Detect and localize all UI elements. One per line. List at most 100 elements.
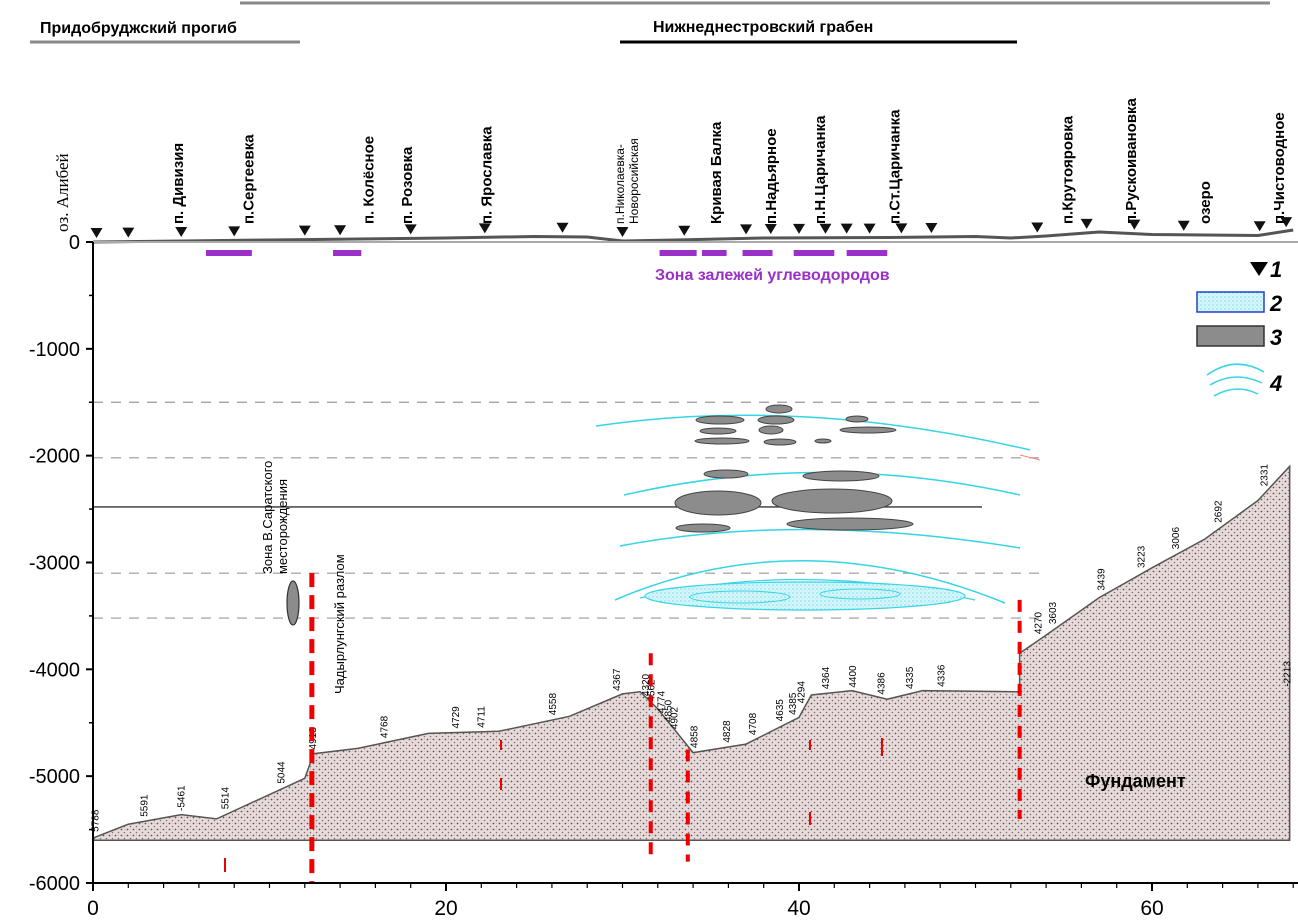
settlement-label: п.Сергеевка [240,134,257,224]
legend: 1 2 3 4 [1196,257,1283,397]
deposit-lens [675,523,731,533]
deposit-lens [757,415,795,425]
cyan-lens [644,581,966,611]
settlement-label: п.Чистоводное [1271,112,1288,224]
depth-label: 4320 [641,673,652,696]
depth-label: 4400 [848,665,859,688]
deposit-lens [694,437,750,445]
depth-label: 4828 [722,720,733,743]
x-tick-label: 60 [1140,897,1163,920]
y-tick-label: -2000 [29,446,80,468]
station-marker-icon [863,223,876,234]
depth-label: 5044 [276,761,287,784]
station-marker-icon [1031,222,1044,233]
depth-label: 4294 [797,681,808,704]
legend-sandstone-icon [1196,291,1265,313]
depth-label: 3223 [1137,545,1148,568]
settlement-label: п.Рускоивановка [1123,97,1140,224]
station-marker-icon [1080,218,1093,229]
depth-label: -5461 [176,785,187,811]
station-marker-icon [334,225,347,236]
legend-station-icon [1250,262,1268,276]
station-marker-icon [819,223,832,234]
depth-label: 5591 [139,794,150,817]
settlement-label: п.Надьярное [763,128,780,224]
depth-label: 4562 [647,679,658,702]
depth-label: 5788 [91,809,102,832]
station-marker-icon [616,227,629,237]
station-marker-icon [478,223,491,234]
station-marker-icon [1177,220,1190,231]
settlement-label: Новоросийская [627,138,641,224]
deposit-lens [839,426,897,434]
legend-isoline-icon [1213,388,1259,397]
depth-label: 3439 [1097,568,1108,591]
legend-label-3: 3 [1270,325,1282,350]
legend-deposit-icon [1196,325,1265,347]
depth-label: 4768 [379,715,390,738]
station-marker-icon [1280,217,1293,228]
depth-label: 4774 [657,690,668,713]
depth-label: 4335 [905,666,916,689]
station-marker-icon [678,225,691,236]
settlement-label: п. Колёсное [360,136,377,224]
station-marker-icon [793,223,805,234]
fault-label: Чадырлунгский разлом [332,554,347,694]
station-marker-icon [298,225,311,236]
deposit-lens [786,517,914,531]
y-tick-label: -5000 [29,766,80,788]
deposit-lens [695,415,745,425]
deposit-lens [758,425,784,435]
settlement-label: п.Крутояровка [1059,115,1076,224]
depth-label: 4635 [775,699,786,722]
deposit-lens [703,469,749,479]
station-marker-icon [764,223,777,234]
region-label-pridobrudzhsky: Придобруджский прогиб [40,20,237,37]
station-marker-icon [90,227,103,238]
settlement-label: п. Ярославка [479,126,496,224]
station-marker-icon [122,227,135,238]
lake-label: оз. Алибей [53,153,72,232]
deposit-lens [763,438,797,446]
settlement-label: п. Розовка [399,146,416,224]
y-tick-label: -3000 [29,552,80,574]
settlement-label: Кривая Балка [708,121,725,224]
deposit-lens [802,470,880,482]
legend-label-1: 1 [1270,257,1282,282]
station-marker-icon [1253,221,1266,232]
x-tick-label: 40 [787,897,810,920]
x-tick-label: 20 [434,897,457,920]
y-tick-label: -1000 [29,339,80,361]
isoline [614,560,1006,604]
depth-label: 4711 [476,706,487,728]
deposit-structure [595,404,1041,611]
depth-label: 2692 [1214,500,1225,523]
edge-mark [1019,454,1041,461]
settlement-label: п.Ст.Царичанка [886,109,903,224]
settlement-label: п.Н.Царичанка [812,115,829,224]
station-marker-icon [840,223,853,234]
legend-isoline-icon [1206,363,1265,376]
deposit-lens [771,488,893,514]
cyan-lens-inner [819,588,901,600]
deposit-lens [674,490,762,516]
settlement-label: озеро [1197,181,1214,224]
station-marker-icon [556,222,569,233]
y-tick-label: 0 [69,232,80,254]
y-tick-label: -4000 [29,659,80,681]
saratskoe-label-1: Зона В.Саратского [260,461,275,574]
station-marker-icon [404,224,417,235]
settlement-label: п.Николаевка- [613,144,627,224]
y-ticks: 0 -1000 -2000 -3000 -4000 -5000 -6000 [29,232,93,895]
saratskoe-deposit [286,580,300,626]
depth-label: 4902 [669,706,680,729]
x-ticks: 0 20 40 60 [87,883,1294,920]
legend-isoline-icon [1209,376,1263,386]
depth-label: 5514 [221,787,232,810]
legend-label-4: 4 [1269,371,1282,396]
region-label-nizhnednestrovsky: Нижнеднестровский грабен [653,19,873,36]
depth-label: 4708 [748,712,759,735]
depth-label: 4364 [821,666,832,689]
settlement-labels: п. Дивизия п.Сергеевка п. Колёсное п. Розов… [170,97,1288,224]
station-marker-icon [228,226,241,237]
